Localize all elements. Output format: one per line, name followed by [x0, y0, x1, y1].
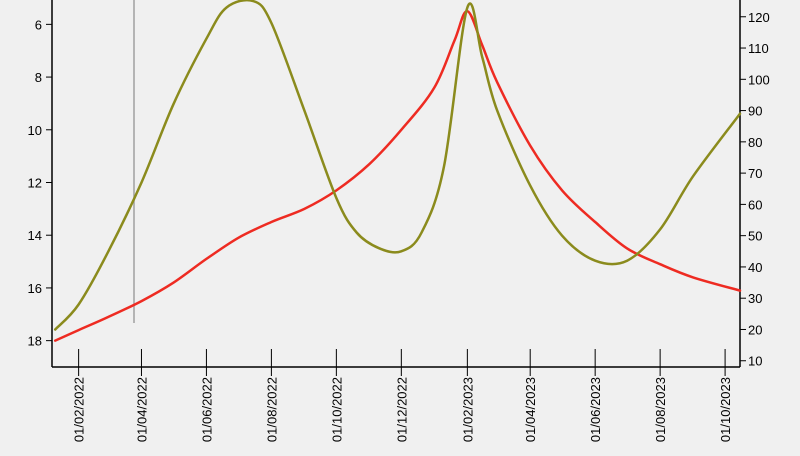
x-tick-label: 01/06/2022	[199, 377, 214, 442]
x-tick-label: 01/02/2023	[460, 377, 475, 442]
right-tick-label: 10	[748, 354, 762, 369]
right-tick-label: 20	[748, 322, 762, 337]
left-tick-label: 6	[35, 17, 42, 32]
x-tick-label: 01/02/2022	[72, 377, 87, 442]
axes	[51, 0, 741, 368]
right-tick-label: 100	[748, 72, 770, 87]
left-tick-label: 14	[28, 228, 42, 243]
right-tick-label: 50	[748, 229, 762, 244]
left-axis-ticks: 6 8 10 12 14 16 18	[28, 17, 52, 349]
right-tick-label: 60	[748, 197, 762, 212]
right-tick-label: 80	[748, 135, 762, 150]
right-axis-ticks: 10 20 30 40 50 60 70 80 90 100 110 120	[740, 10, 770, 369]
x-tick-label: 01/08/2022	[264, 377, 279, 442]
x-tick-label: 01/12/2022	[394, 377, 409, 442]
left-tick-label: 18	[28, 334, 42, 349]
x-tick-label: 01/10/2023	[718, 377, 733, 442]
x-tick-label: 01/04/2023	[523, 377, 538, 442]
x-tick-label: 01/06/2023	[588, 377, 603, 442]
right-tick-label: 120	[748, 10, 770, 25]
left-tick-label: 8	[35, 70, 42, 85]
right-tick-label: 30	[748, 291, 762, 306]
series-lines	[53, 0, 742, 342]
right-tick-label: 70	[748, 166, 762, 181]
right-tick-label: 40	[748, 260, 762, 275]
left-tick-label: 16	[28, 281, 42, 296]
right-tick-label: 90	[748, 104, 762, 119]
left-tick-label: 10	[28, 123, 42, 138]
series-line-right-axis	[53, 0, 742, 331]
x-axis-ticks: 01/02/2022 01/04/2022 01/06/2022 01/08/2022…	[72, 349, 733, 442]
x-tick-label: 01/04/2022	[134, 377, 149, 442]
x-tick-label: 01/08/2023	[653, 377, 668, 442]
series-line-left-axis	[53, 9, 742, 342]
left-tick-label: 12	[28, 176, 42, 191]
right-tick-label: 110	[748, 41, 769, 56]
x-tick-label: 01/10/2022	[329, 377, 344, 442]
